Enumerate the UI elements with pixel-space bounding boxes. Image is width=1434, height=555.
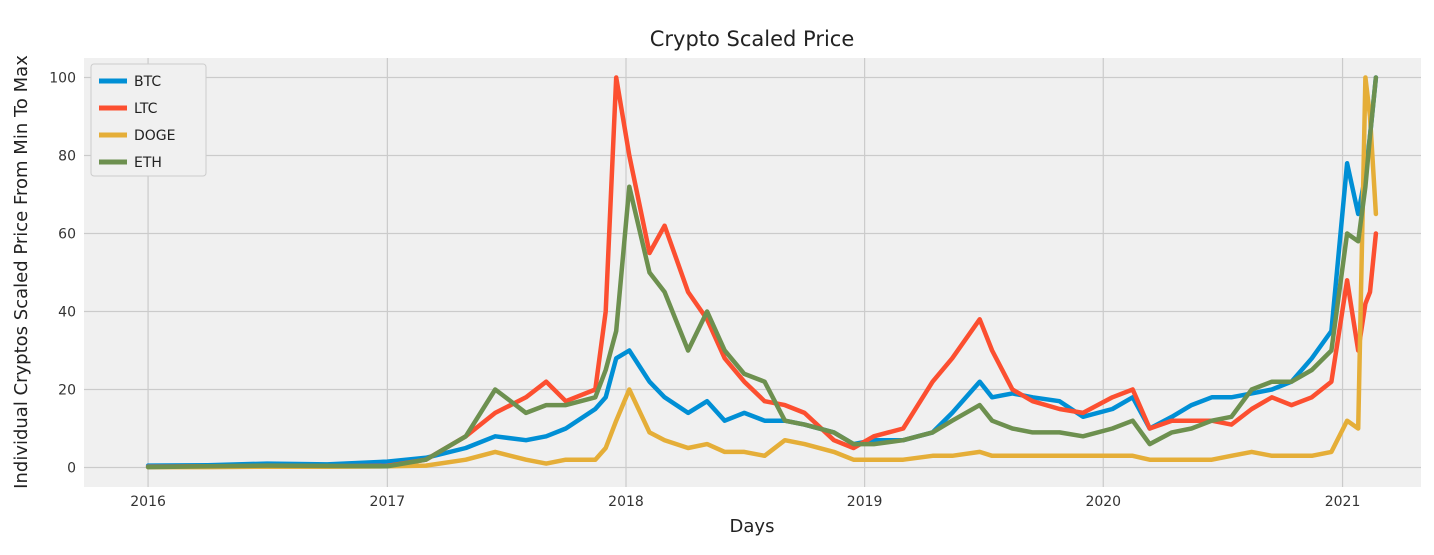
x-tick-label: 2016: [130, 494, 166, 510]
chart-title: Crypto Scaled Price: [650, 27, 855, 51]
x-tick-label: 2020: [1085, 494, 1121, 510]
y-tick-label: 40: [58, 305, 76, 321]
series-line-btc: [145, 75, 1379, 468]
series-line-ltc: [145, 75, 1379, 469]
y-tick-label: 0: [67, 461, 76, 477]
x-tick-label: 2017: [370, 494, 406, 510]
legend-frame: [90, 63, 207, 177]
legend-label-ltc: LTC: [134, 101, 158, 117]
y-tick-label: 20: [58, 383, 76, 399]
legend-label-eth: ETH: [134, 155, 162, 171]
legend-label-btc: BTC: [134, 74, 161, 90]
x-axis: 2016 2017 2018 2019 2020 2021: [130, 494, 1360, 510]
y-tick-label: 60: [58, 227, 76, 243]
y-tick-label: 80: [58, 149, 76, 165]
x-axis-title: Days: [730, 516, 775, 537]
legend-label-doge: DOGE: [134, 128, 176, 144]
series-layer: [145, 75, 1379, 470]
x-tick-label: 2018: [608, 494, 644, 510]
series-line-eth: [145, 75, 1379, 470]
y-axis-title: Individual Cryptos Scaled Price From Min…: [11, 55, 32, 489]
series-line-doge: [145, 75, 1379, 470]
x-tick-label: 2021: [1325, 494, 1361, 510]
y-axis: 0 20 40 60 80 100: [49, 71, 76, 477]
x-tick-label: 2019: [847, 494, 883, 510]
y-tick-label: 100: [49, 71, 76, 87]
legend: BTC LTC DOGE ETH: [90, 63, 207, 177]
